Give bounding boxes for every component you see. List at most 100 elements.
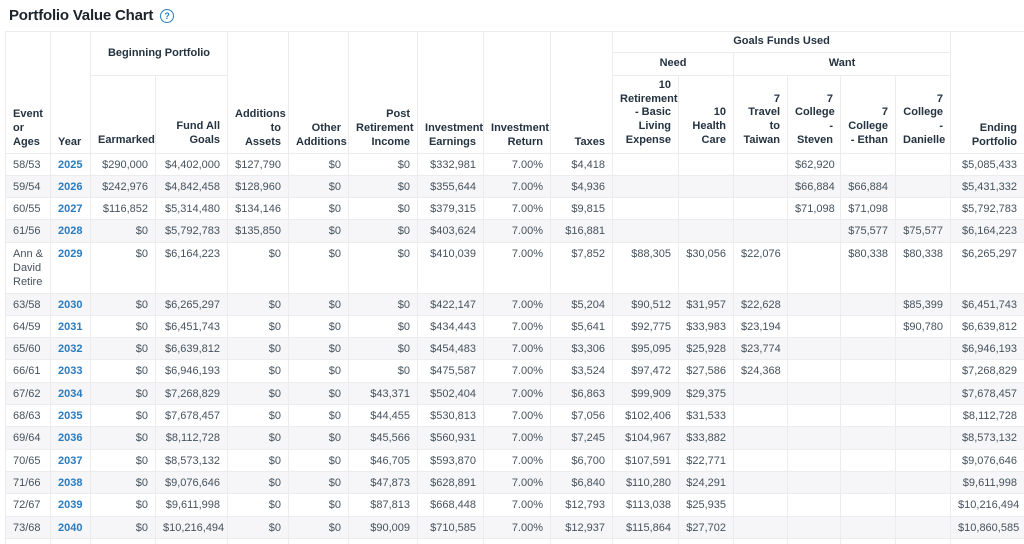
- cell-college-steven: [787, 493, 842, 517]
- table-row: 73/68 2040 $0 $10,216,494 $0 $0 $90,009 $710,58…: [5, 515, 1024, 539]
- cell-year[interactable]: 2026: [50, 174, 91, 199]
- cell-year[interactable]: 2031: [50, 314, 91, 339]
- cell-investment-earnings: $403,624: [417, 219, 485, 243]
- table-row: 70/65 2037 $0 $8,573,132 $0 $0 $46,705 $593,870…: [5, 448, 1024, 472]
- cell-health-care: $22,771: [678, 448, 735, 472]
- cell-additions-to-assets: $0: [227, 292, 290, 316]
- col-header-college-ethan: 7 College - Ethan: [840, 74, 897, 154]
- cell-additions-to-assets: $0: [227, 515, 290, 539]
- cell-college-danielle: [895, 197, 952, 221]
- cell-year[interactable]: 2027: [50, 197, 91, 221]
- table-row: 64/59 2031 $0 $6,451,743 $0 $0 $0 $434,443 7.00%…: [5, 314, 1024, 339]
- cell-taxes: $5,641: [550, 314, 614, 339]
- cell-year[interactable]: 2037: [50, 448, 91, 472]
- cell-travel-to-taiwan: [733, 537, 789, 544]
- table-row: 59/54 2026 $242,976 $4,842,458 $128,960 $0 $0 $…: [5, 174, 1024, 199]
- cell-additions-to-assets: $0: [227, 381, 290, 406]
- cell-ending-portfolio: $10,860,585: [950, 515, 1024, 539]
- cell-taxes: $6,840: [550, 470, 614, 495]
- cell-health-care: [678, 197, 735, 221]
- cell-fund-all-goals: $9,611,998: [154, 493, 229, 517]
- cell-investment-earnings: $502,404: [417, 381, 485, 406]
- cell-year[interactable]: 2033: [50, 359, 91, 383]
- cell-post-retirement-income: $46,705: [348, 448, 419, 472]
- cell-earmarked: $116,852: [90, 197, 156, 221]
- col-header-taxes: Taxes: [550, 31, 614, 154]
- cell-year[interactable]: 2038: [50, 470, 91, 495]
- cell-college-danielle: $90,780: [895, 314, 952, 339]
- cell-year[interactable]: 2029: [50, 241, 91, 294]
- cell-college-steven: $71,098: [787, 197, 842, 221]
- cell-ending-portfolio: $9,611,998: [950, 470, 1024, 495]
- cell-year[interactable]: 2034: [50, 381, 91, 406]
- table-row: Ann & David Retire 2029 $0 $6,164,223 $0 $0 $0…: [5, 241, 1024, 294]
- cell-retirement-basic-living-expense: [612, 219, 680, 243]
- cell-investment-return: 7.00%: [483, 241, 552, 294]
- cell-travel-to-taiwan: [733, 174, 789, 199]
- cell-health-care: $31,533: [678, 404, 735, 428]
- cell-year[interactable]: 2030: [50, 292, 91, 316]
- cell-post-retirement-income: $45,566: [348, 426, 419, 450]
- cell-investment-return: 7.00%: [483, 448, 552, 472]
- cell-earmarked: $0: [90, 426, 156, 450]
- cell-investment-return: 7.00%: [483, 292, 552, 316]
- cell-taxes: $9,815: [550, 197, 614, 221]
- cell-health-care: $25,928: [678, 337, 735, 361]
- table-row: 74/692041$0$10,860,585$0$0$92,259$755,48…: [5, 537, 1024, 544]
- col-header-investment-return: Investment Return: [483, 31, 552, 154]
- cell-year[interactable]: 2035: [50, 404, 91, 428]
- cell-investment-earnings: $530,813: [417, 404, 485, 428]
- cell-retirement-basic-living-expense: [612, 152, 680, 176]
- cell-investment-return: 7.00%: [483, 174, 552, 199]
- cell-investment-earnings: $593,870: [417, 448, 485, 472]
- cell-college-ethan: [840, 515, 897, 539]
- cell-event: 67/62: [5, 381, 51, 406]
- cell-college-danielle: [895, 381, 952, 406]
- cell-year[interactable]: 2025: [50, 152, 91, 176]
- cell-college-steven: $62,920: [787, 152, 842, 176]
- help-icon[interactable]: ?: [160, 8, 175, 23]
- cell-year[interactable]: 2041: [50, 537, 91, 544]
- cell-ending-portfolio: $6,164,223: [950, 219, 1024, 243]
- cell-post-retirement-income: $0: [348, 359, 419, 383]
- cell-college-danielle: [895, 404, 952, 428]
- table-row: 65/60 2032 $0 $6,639,812 $0 $0 $0 $454,483 7.00%…: [5, 337, 1024, 361]
- cell-earmarked: $0: [90, 381, 156, 406]
- cell-other-additions: $0: [288, 537, 350, 544]
- cell-retirement-basic-living-expense: $97,472: [612, 359, 680, 383]
- cell-investment-earnings: $410,039: [417, 241, 485, 294]
- cell-year[interactable]: 2028: [50, 219, 91, 243]
- cell-additions-to-assets: $135,850: [227, 219, 290, 243]
- cell-fund-all-goals: $6,639,812: [154, 337, 229, 361]
- cell-ending-portfolio: $7,268,829: [950, 359, 1024, 383]
- cell-retirement-basic-living-expense: $118,760: [612, 537, 680, 544]
- cell-ending-portfolio: $5,792,783: [950, 197, 1024, 221]
- cell-year[interactable]: 2040: [50, 515, 91, 539]
- cell-event: 63/58: [5, 292, 51, 316]
- cell-health-care: $33,882: [678, 426, 735, 450]
- table-row: 60/55 2027 $116,852 $5,314,480 $134,146 $0 $0 $…: [5, 197, 1024, 221]
- cell-post-retirement-income: $0: [348, 314, 419, 339]
- cell-college-ethan: [840, 314, 897, 339]
- group-header-beginning-portfolio: Beginning Portfolio: [89, 31, 229, 76]
- cell-year[interactable]: 2039: [50, 493, 91, 517]
- cell-post-retirement-income: $0: [348, 241, 419, 294]
- cell-investment-return: 7.00%: [483, 314, 552, 339]
- cell-health-care: $29,375: [678, 381, 735, 406]
- cell-travel-to-taiwan: [733, 493, 789, 517]
- page-title: Portfolio Value Chart: [9, 7, 154, 24]
- cell-college-steven: [787, 381, 842, 406]
- cell-post-retirement-income: $44,455: [348, 404, 419, 428]
- cell-taxes: $13,095: [550, 537, 614, 544]
- cell-college-danielle: [895, 515, 952, 539]
- cell-retirement-basic-living-expense: [612, 197, 680, 221]
- cell-fund-all-goals: $6,451,743: [154, 314, 229, 339]
- cell-college-ethan: $66,884: [840, 174, 897, 199]
- cell-year[interactable]: 2032: [50, 337, 91, 361]
- cell-ending-portfolio: $5,085,433: [950, 152, 1024, 176]
- cell-college-danielle: [895, 537, 952, 544]
- cell-year[interactable]: 2036: [50, 426, 91, 450]
- cell-earmarked: $0: [90, 359, 156, 383]
- cell-college-danielle: [895, 152, 952, 176]
- cell-college-danielle: [895, 174, 952, 199]
